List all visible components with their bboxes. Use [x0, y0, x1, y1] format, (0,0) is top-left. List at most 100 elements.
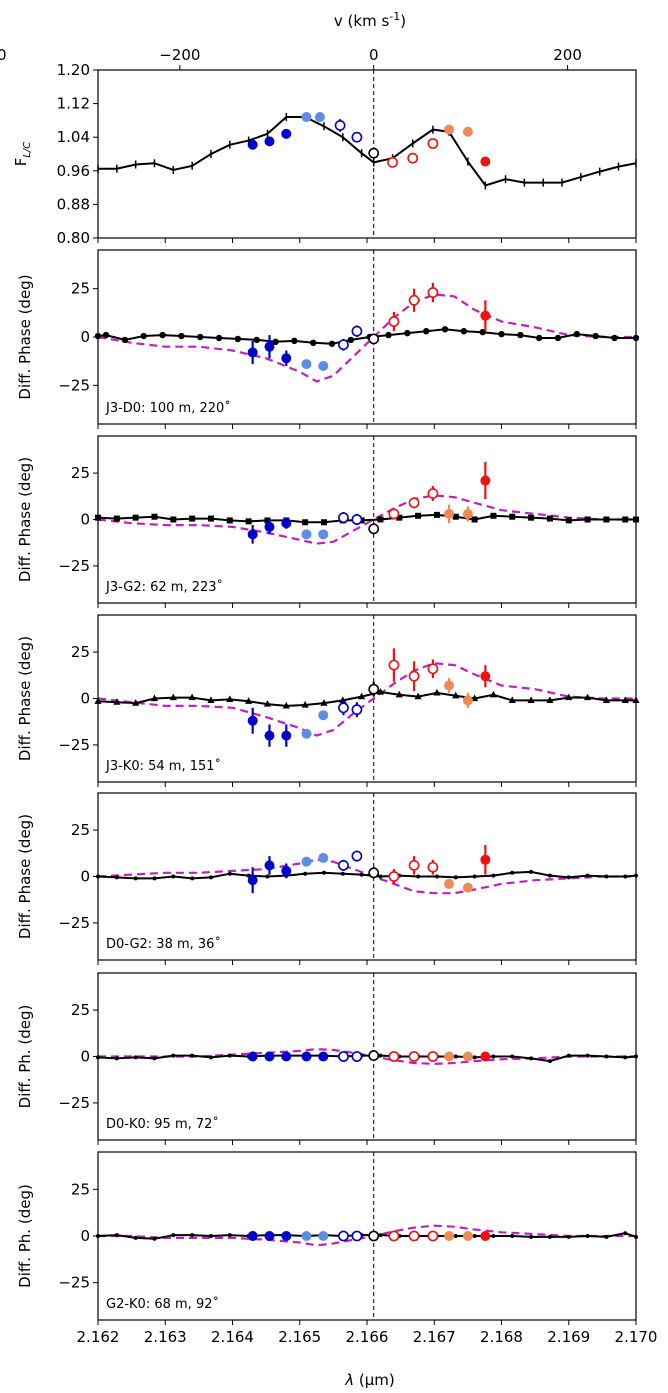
y-tick-label: 0 [80, 868, 90, 886]
data-point-filled [301, 112, 312, 123]
line-marker [554, 334, 562, 342]
data-point-filled [462, 1051, 473, 1062]
data-point-filled [247, 347, 258, 358]
data-point-filled [318, 1231, 329, 1241]
y-tick-label: 25 [71, 1180, 90, 1198]
line-marker [377, 516, 384, 523]
line-marker [291, 337, 298, 345]
data-line [97, 513, 636, 524]
line-marker [328, 340, 336, 347]
y-tick-label: 1.04 [57, 128, 90, 146]
line-marker [592, 332, 599, 340]
y-tick-label: 1.12 [57, 95, 90, 113]
data-point-filled [462, 508, 473, 519]
line-marker [171, 874, 176, 879]
line-marker [265, 874, 270, 879]
line-marker [302, 519, 309, 526]
line-marker [339, 696, 347, 703]
panel-5: −25 0 25 Diff. Phase (deg) D0-G2: 38 m, 36˚ [16, 792, 638, 965]
y-tick-label: −25 [58, 1094, 90, 1112]
line-marker [208, 1055, 213, 1060]
line-marker [604, 1234, 609, 1239]
data-point-filled [264, 730, 275, 741]
data-point-open [427, 287, 439, 298]
data-point-filled [281, 730, 292, 741]
data-point-open [351, 850, 363, 862]
data-point-open [427, 663, 439, 675]
line-marker [565, 517, 572, 524]
y-tick-label: 0.88 [57, 195, 90, 213]
x-axis-label: λ (μm) [344, 1371, 395, 1389]
y-axis-label-sub: L/C [22, 142, 33, 158]
line-marker [603, 516, 610, 523]
data-point-filled [247, 875, 258, 886]
y-axis-label: Diff. Phase (deg) [16, 636, 34, 761]
line-marker [188, 693, 196, 701]
data-point-filled [247, 139, 258, 150]
model-curve [97, 662, 636, 737]
data-point-open [427, 488, 439, 499]
line-marker [378, 1053, 383, 1058]
line-marker [114, 1056, 119, 1061]
data-point-filled [480, 1231, 491, 1241]
data-point-filled [444, 878, 455, 889]
line-marker [622, 516, 629, 523]
data-point-open [351, 325, 363, 337]
line-marker [528, 514, 535, 521]
data-point-filled [314, 112, 325, 123]
data-point-filled [480, 156, 491, 167]
line-marker [414, 692, 422, 700]
line-marker [510, 1234, 515, 1238]
data-point-open [338, 859, 349, 871]
line-marker [566, 1053, 571, 1058]
line-marker [508, 696, 516, 703]
line-marker [584, 516, 591, 523]
line-marker [171, 1053, 176, 1058]
y-tick-label: −25 [58, 557, 90, 575]
line-marker [433, 511, 440, 518]
line-marker [452, 691, 460, 699]
line-marker [378, 874, 383, 879]
data-point-filled [318, 361, 329, 371]
line-marker [152, 876, 157, 881]
line-marker [133, 1235, 138, 1240]
data-point-open [351, 131, 363, 143]
data-point-filled [281, 518, 292, 529]
data-point-filled [444, 124, 455, 135]
line-marker [611, 334, 618, 342]
x-tick-label: 2.163 [144, 1328, 187, 1346]
line-marker [395, 690, 403, 698]
line-marker [121, 336, 129, 344]
line-marker [565, 693, 573, 701]
line-marker [132, 699, 140, 706]
line-marker [159, 331, 166, 339]
line-marker [152, 1236, 157, 1241]
y-tick-label: 1.20 [57, 61, 90, 79]
x-tick-label: 2.165 [278, 1328, 321, 1346]
line-marker [114, 1233, 119, 1238]
data-point-filled [462, 882, 473, 893]
data-point-filled [247, 1231, 258, 1241]
line-marker [623, 1055, 628, 1060]
y-tick-label: 0 [80, 1227, 90, 1245]
data-point-filled [247, 1051, 258, 1062]
line-marker [472, 1055, 477, 1060]
line-marker [102, 331, 110, 339]
y-tick-label: 25 [71, 1001, 90, 1019]
line-marker [529, 869, 534, 874]
y-axis-label: Diff. Phase (deg) [16, 274, 34, 399]
panel-6: −25 0 25 Diff. Ph. (deg) D0-K0: 95 m, 72˚ [16, 972, 638, 1145]
line-marker [604, 1054, 609, 1059]
data-point-filled [480, 671, 491, 682]
data-point-open [388, 1051, 400, 1062]
data-point-open [388, 871, 400, 882]
line-marker [547, 873, 552, 878]
data-point-filled [281, 1051, 292, 1062]
line-marker [113, 515, 120, 522]
panel-7: −25 0 25 2.162 2.163 2.164 2.165 2.166 2.167 2.16… [16, 1151, 657, 1346]
y-tick-label: 0.96 [57, 162, 90, 180]
data-point-filled [444, 1051, 455, 1062]
line-marker [208, 875, 213, 880]
line-marker [490, 512, 497, 519]
line-marker [358, 692, 366, 700]
